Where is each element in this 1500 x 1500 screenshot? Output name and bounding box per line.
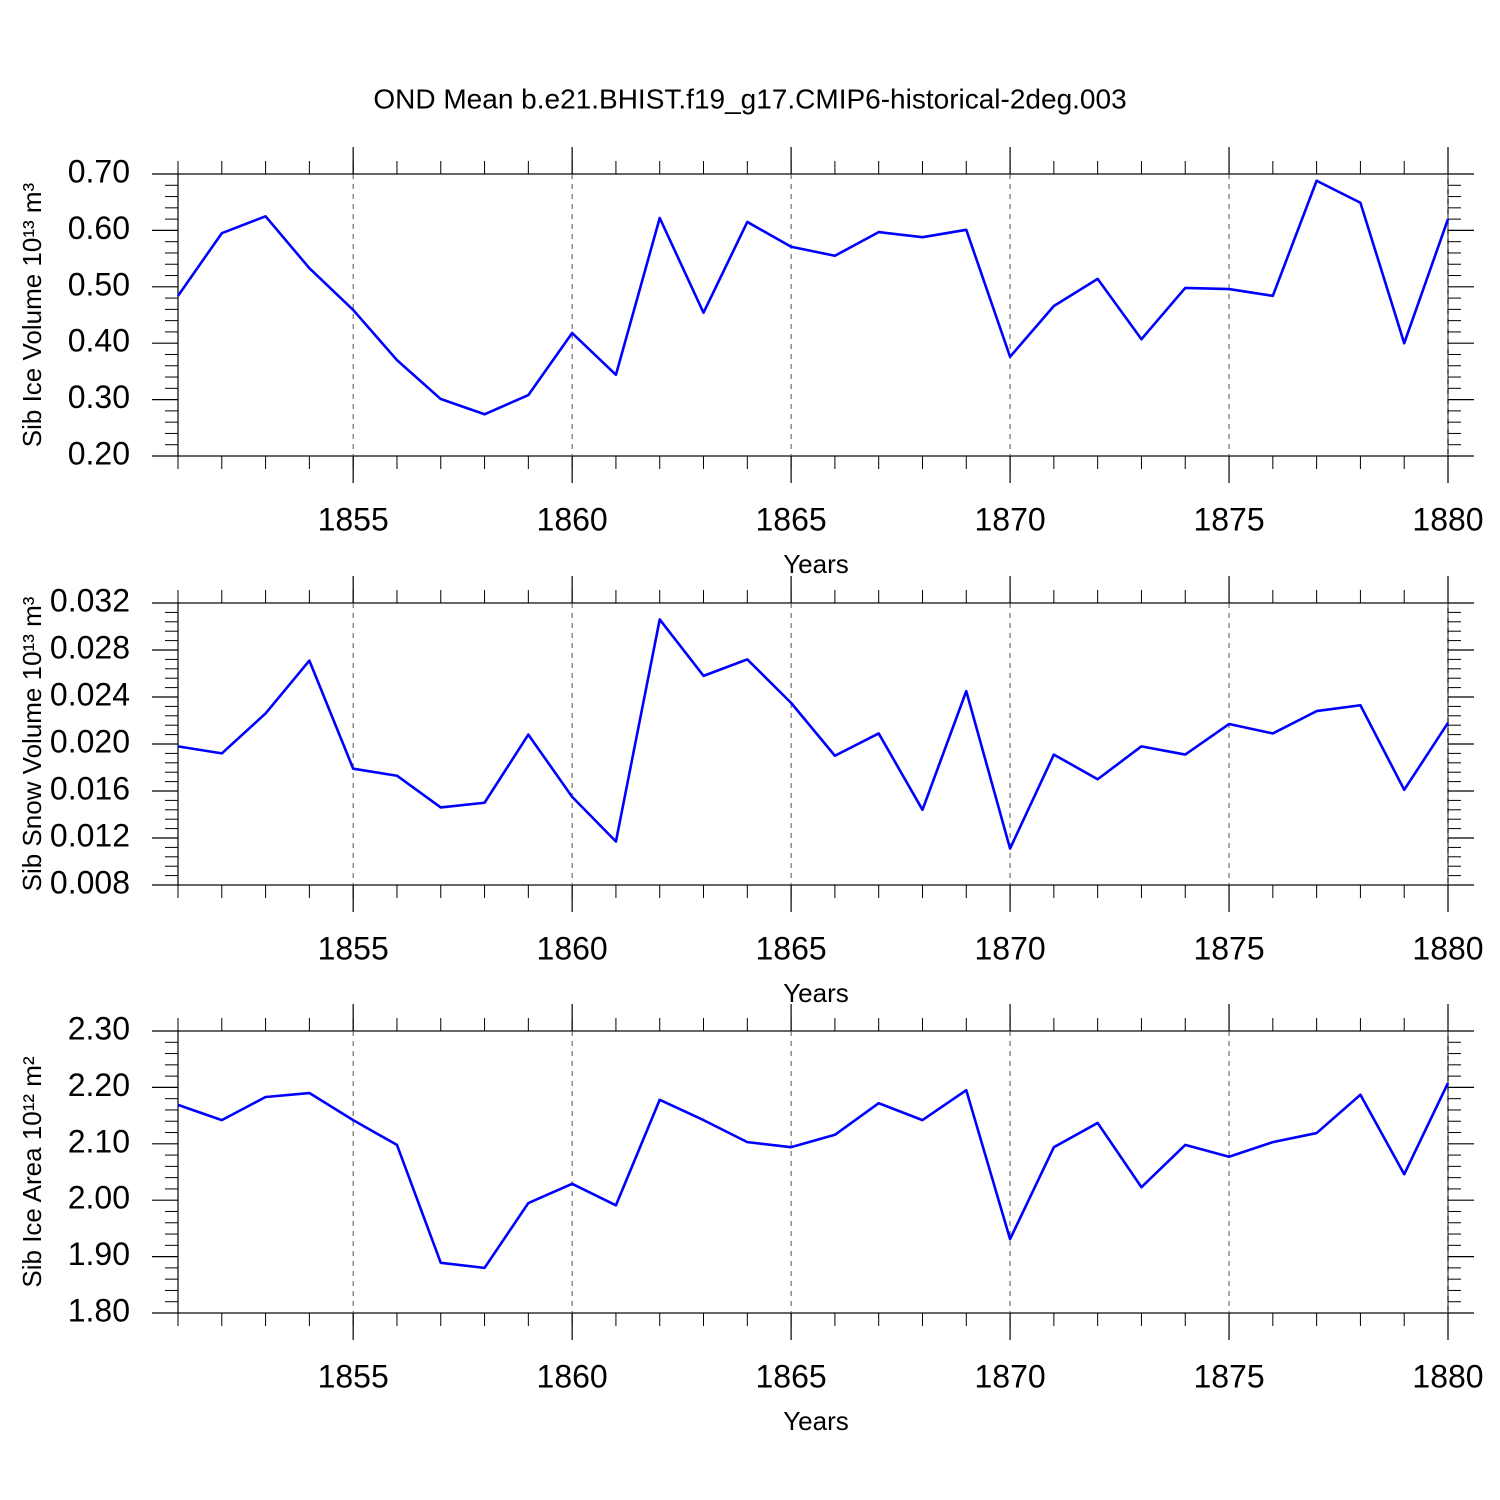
y-tick-label: 2.10 (68, 1123, 130, 1159)
x-tick-label: 1870 (974, 501, 1045, 537)
y-tick-label: 0.20 (68, 435, 130, 471)
y-tick-label: 0.032 (50, 582, 130, 618)
x-tick-label: 1870 (974, 1358, 1045, 1394)
y-axis-label: Sib Snow Volume 10¹³ m³ (17, 596, 47, 891)
data-line (177, 618, 1450, 850)
y-tick-label: 0.50 (68, 266, 130, 302)
y-tick-label: 0.30 (68, 379, 130, 415)
x-axis-label: Years (783, 1406, 849, 1436)
y-tick-label: 0.028 (50, 629, 130, 665)
x-axis-label: Years (783, 978, 849, 1008)
data-line (176, 179, 1450, 416)
x-tick-label: 1875 (1193, 501, 1264, 537)
y-tick-label: 2.00 (68, 1180, 130, 1216)
y-tick-label: 0.016 (50, 770, 130, 806)
y-axis-label: Sib Ice Area 10¹² m² (17, 1056, 47, 1288)
data-line (177, 1082, 1450, 1270)
x-tick-label: 1865 (756, 1358, 827, 1394)
x-tick-label: 1855 (318, 501, 389, 537)
x-tick-label: 1865 (756, 501, 827, 537)
x-tick-label: 1875 (1193, 1358, 1264, 1394)
x-axis-label: Years (783, 549, 849, 579)
y-tick-label: 0.020 (50, 723, 130, 759)
y-tick-label: 1.80 (68, 1292, 130, 1328)
y-tick-label: 2.30 (68, 1010, 130, 1046)
x-tick-label: 1860 (537, 930, 608, 966)
x-tick-label: 1860 (537, 501, 608, 537)
x-tick-label: 1870 (974, 930, 1045, 966)
y-tick-label: 2.20 (68, 1067, 130, 1103)
x-tick-label: 1880 (1412, 501, 1483, 537)
figure-title: OND Mean b.e21.BHIST.f19_g17.CMIP6-histo… (373, 83, 1126, 114)
x-tick-label: 1855 (318, 930, 389, 966)
y-tick-label: 0.60 (68, 210, 130, 246)
x-tick-label: 1860 (537, 1358, 608, 1394)
y-axis-label: Sib Ice Volume 10¹³ m³ (17, 182, 47, 447)
y-tick-label: 1.90 (68, 1236, 130, 1272)
y-tick-label: 0.70 (68, 153, 130, 189)
y-tick-label: 0.024 (50, 676, 130, 712)
x-tick-label: 1880 (1412, 1358, 1483, 1394)
x-tick-label: 1880 (1412, 930, 1483, 966)
x-tick-label: 1855 (318, 1358, 389, 1394)
x-tick-label: 1875 (1193, 930, 1264, 966)
y-tick-label: 0.008 (50, 864, 130, 900)
y-tick-label: 0.40 (68, 323, 130, 359)
y-tick-label: 0.012 (50, 817, 130, 853)
x-tick-label: 1865 (756, 930, 827, 966)
